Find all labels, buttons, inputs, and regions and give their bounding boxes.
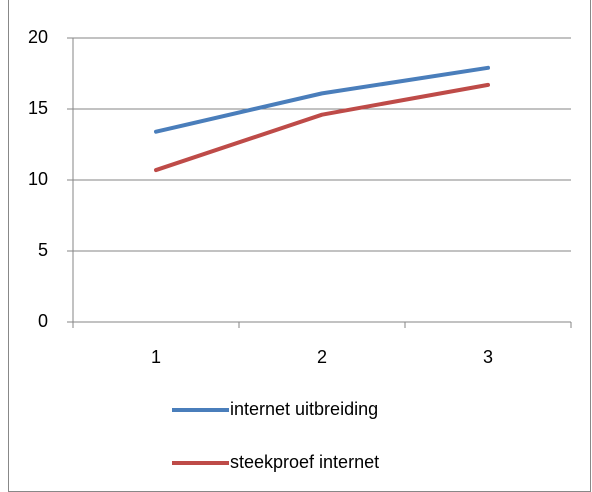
series-line: [154, 65, 490, 134]
x-tick-label: 3: [483, 347, 493, 367]
y-tick-label: 15: [28, 98, 48, 118]
x-tick-label: 2: [317, 347, 327, 367]
series-line: [154, 82, 490, 173]
y-tick-label: 10: [28, 169, 48, 189]
y-tick-label: 0: [38, 311, 48, 331]
x-tick-label: 1: [151, 347, 161, 367]
legend-label: steekproef internet: [230, 452, 379, 472]
y-tick-label: 20: [28, 27, 48, 47]
y-tick-label: 5: [38, 240, 48, 260]
legend-label: internet uitbreiding: [230, 399, 378, 419]
chart-frame: [8, 0, 591, 492]
